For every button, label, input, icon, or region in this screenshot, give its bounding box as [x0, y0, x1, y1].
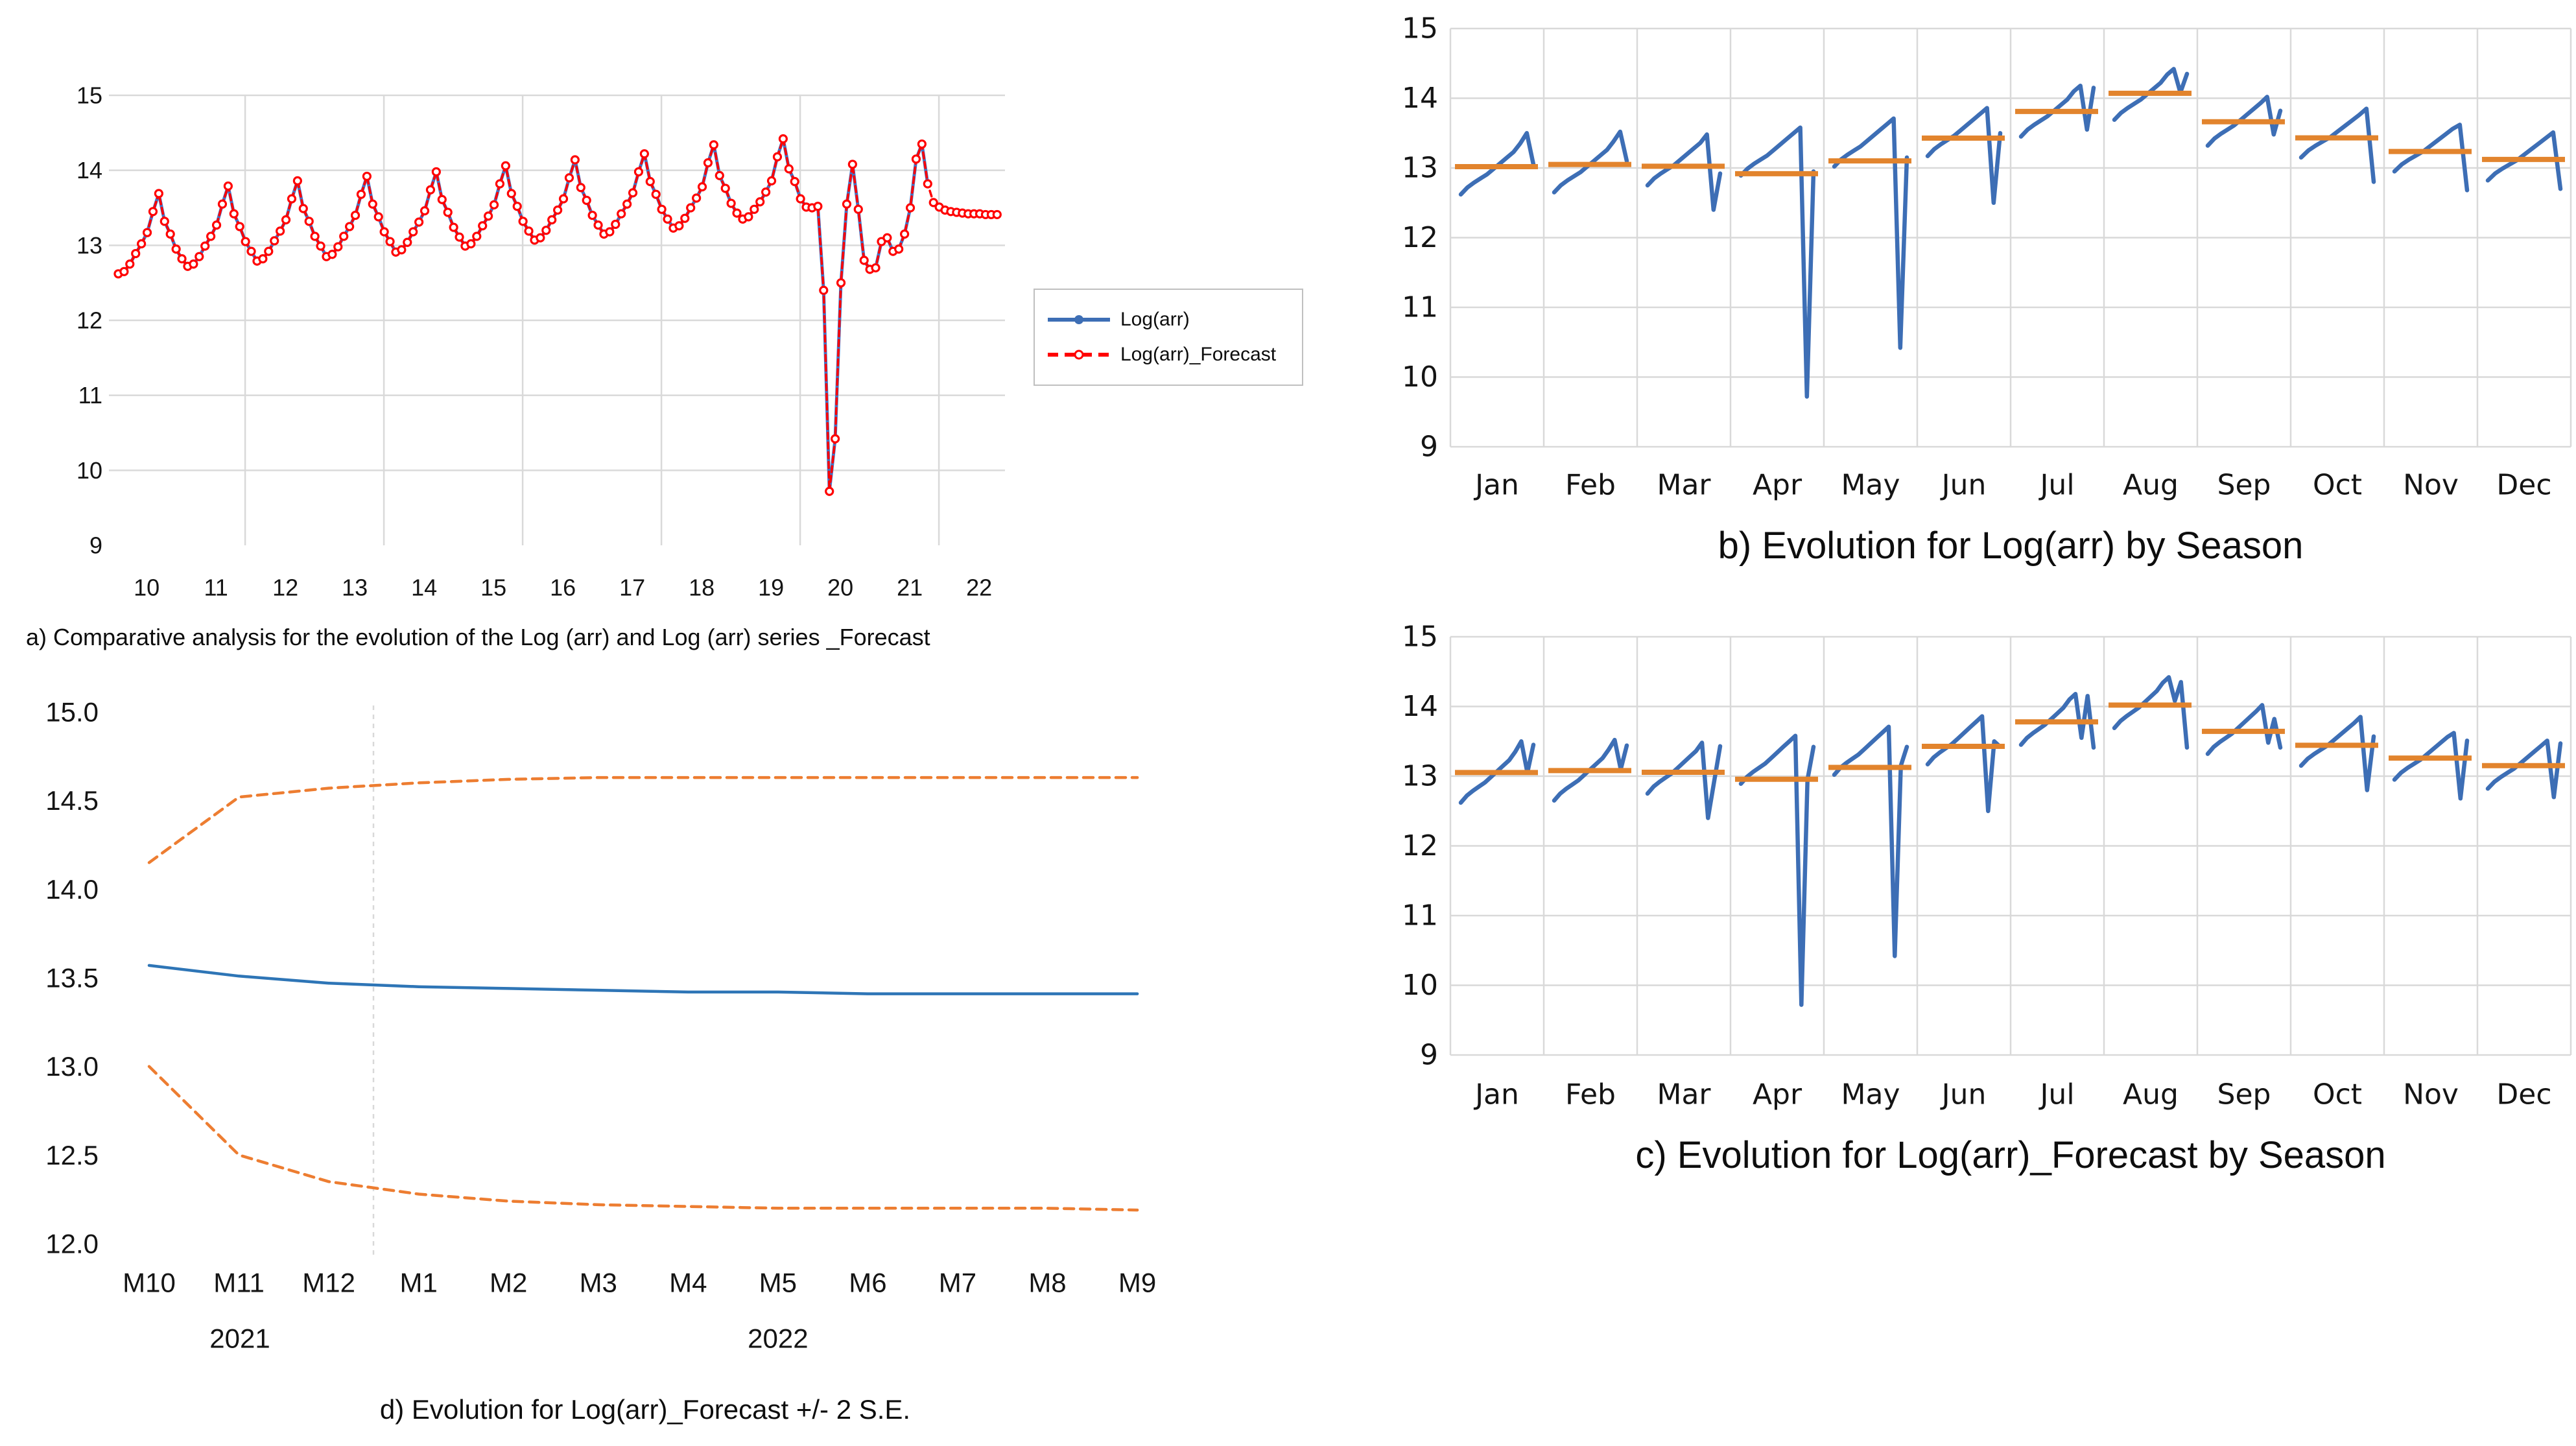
svg-text:9: 9 — [1420, 1039, 1438, 1072]
svg-text:12: 12 — [77, 307, 102, 334]
svg-text:14: 14 — [77, 157, 102, 184]
svg-text:M9: M9 — [1118, 1268, 1156, 1298]
svg-text:18: 18 — [689, 575, 715, 601]
svg-text:11: 11 — [204, 575, 228, 601]
svg-text:15: 15 — [77, 82, 102, 109]
svg-text:Nov: Nov — [2403, 1078, 2459, 1111]
chart-c-section: 15 14 13 12 11 10 9 Jan Feb Mar Apr May Jun Jul Aug Sep… — [1381, 610, 2576, 1128]
svg-text:13: 13 — [77, 232, 102, 259]
svg-text:11: 11 — [1402, 291, 1438, 324]
svg-text:13: 13 — [1402, 760, 1438, 793]
svg-text:M10: M10 — [123, 1268, 176, 1298]
svg-text:Jul: Jul — [2038, 1078, 2074, 1111]
chart-d-caption: d) Evolution for Log(arr)_Forecast +/- 2… — [379, 1394, 911, 1425]
svg-text:22: 22 — [966, 575, 992, 601]
svg-text:17: 17 — [619, 575, 645, 601]
svg-text:9: 9 — [1420, 431, 1438, 464]
svg-text:13.5: 13.5 — [45, 962, 99, 993]
svg-text:May: May — [1841, 1078, 1900, 1111]
svg-text:Aug: Aug — [2123, 469, 2179, 502]
svg-text:M12: M12 — [302, 1268, 355, 1298]
svg-text:2021: 2021 — [209, 1323, 270, 1354]
svg-text:2022: 2022 — [748, 1323, 808, 1354]
svg-text:16: 16 — [550, 575, 576, 601]
chart-d-plot: 15.0 14.5 14.0 13.5 13.0 12.5 12.0 M10 M11 M12 M1 M… — [45, 697, 1156, 1354]
svg-text:Jun: Jun — [1940, 469, 1987, 502]
svg-text:Sep: Sep — [2217, 469, 2271, 502]
svg-text:M5: M5 — [759, 1268, 797, 1298]
chart-a-section: 15 14 13 12 11 10 9 10 11 12 13 14 15 16 17 18 19 20 21 22 — [26, 19, 1044, 635]
svg-text:12: 12 — [1402, 221, 1438, 254]
svg-text:14.5: 14.5 — [45, 785, 99, 816]
svg-text:15: 15 — [480, 575, 506, 601]
svg-text:M8: M8 — [1028, 1268, 1066, 1298]
legend-line-solid-icon — [1048, 315, 1110, 324]
legend-item-actual: Log(arr) — [1046, 309, 1302, 331]
svg-text:Jan: Jan — [1473, 469, 1519, 502]
svg-text:M4: M4 — [669, 1268, 707, 1298]
svg-text:Oct: Oct — [2313, 469, 2362, 502]
svg-text:10: 10 — [1402, 361, 1438, 394]
svg-text:21: 21 — [897, 575, 923, 601]
svg-text:11: 11 — [78, 382, 102, 409]
svg-text:13.0: 13.0 — [45, 1051, 99, 1082]
svg-text:10: 10 — [1402, 969, 1438, 1002]
svg-text:M1: M1 — [399, 1268, 437, 1298]
svg-text:12: 12 — [1402, 829, 1438, 862]
svg-text:15.0: 15.0 — [45, 697, 99, 728]
svg-text:13: 13 — [1402, 152, 1438, 185]
svg-text:11: 11 — [1402, 899, 1438, 932]
svg-text:15: 15 — [1402, 12, 1438, 45]
svg-text:14.0: 14.0 — [45, 874, 99, 905]
svg-text:Dec: Dec — [2496, 469, 2551, 502]
svg-text:Apr: Apr — [1753, 469, 1802, 502]
svg-text:May: May — [1841, 469, 1900, 502]
svg-text:14: 14 — [411, 575, 437, 601]
chart-b-plot: 15 14 13 12 11 10 9 Jan Feb Mar Apr May Jun Jul Aug Sep… — [1402, 12, 2572, 502]
chart-a-caption: a) Comparative analysis for the evolutio… — [26, 624, 930, 650]
legend-line-dashed-icon — [1048, 350, 1110, 360]
svg-text:Feb: Feb — [1565, 1078, 1616, 1111]
svg-text:Nov: Nov — [2403, 469, 2459, 502]
chart-c-plot: 15 14 13 12 11 10 9 Jan Feb Mar Apr May Jun Jul Aug Sep… — [1402, 621, 2572, 1111]
svg-text:Mar: Mar — [1657, 469, 1711, 502]
svg-text:12.0: 12.0 — [45, 1228, 99, 1259]
svg-text:Jun: Jun — [1940, 1078, 1987, 1111]
legend-item-forecast: Log(arr)_Forecast — [1046, 344, 1302, 366]
svg-text:10: 10 — [134, 575, 160, 601]
legend-label-actual: Log(arr) — [1120, 309, 1190, 330]
svg-text:Oct: Oct — [2313, 1078, 2362, 1111]
svg-text:Aug: Aug — [2123, 1078, 2179, 1111]
svg-text:Sep: Sep — [2217, 1078, 2271, 1111]
svg-text:Mar: Mar — [1657, 1078, 1711, 1111]
chart-c-title: c) Evolution for Log(arr)_Forecast by Se… — [1635, 1134, 2386, 1176]
svg-text:M11: M11 — [213, 1268, 265, 1298]
chart-a-legend: Log(arr) Log(arr)_Forecast — [1034, 289, 1303, 386]
svg-text:Jan: Jan — [1473, 1078, 1519, 1111]
svg-text:Apr: Apr — [1753, 1078, 1802, 1111]
svg-text:13: 13 — [342, 575, 368, 601]
svg-text:9: 9 — [89, 532, 102, 559]
chart-b-section: 15 14 13 12 11 10 9 Jan Feb Mar Apr May Jun Jul Aug Sep… — [1381, 0, 2576, 519]
chart-d-section: 15.0 14.5 14.0 13.5 13.0 12.5 12.0 M10 M11 M12 M1 M… — [26, 687, 1187, 1394]
svg-text:15: 15 — [1402, 621, 1438, 654]
svg-text:Feb: Feb — [1565, 469, 1616, 502]
svg-text:12.5: 12.5 — [45, 1140, 99, 1170]
svg-text:19: 19 — [758, 575, 784, 601]
svg-text:12: 12 — [272, 575, 298, 601]
chart-a-plot: 15 14 13 12 11 10 9 10 11 12 13 14 15 16 17 18 19 20 21 22 — [77, 82, 1005, 601]
legend-label-forecast: Log(arr)_Forecast — [1120, 344, 1277, 365]
svg-text:Dec: Dec — [2496, 1078, 2551, 1111]
svg-text:M6: M6 — [849, 1268, 886, 1298]
svg-text:M2: M2 — [490, 1268, 527, 1298]
chart-b-title: b) Evolution for Log(arr) by Season — [1718, 525, 2304, 567]
svg-text:M7: M7 — [939, 1268, 976, 1298]
svg-text:10: 10 — [77, 457, 102, 484]
svg-text:20: 20 — [827, 575, 853, 601]
svg-text:14: 14 — [1402, 82, 1438, 115]
svg-text:Jul: Jul — [2038, 469, 2074, 502]
svg-text:14: 14 — [1402, 690, 1438, 723]
svg-text:M3: M3 — [580, 1268, 617, 1298]
